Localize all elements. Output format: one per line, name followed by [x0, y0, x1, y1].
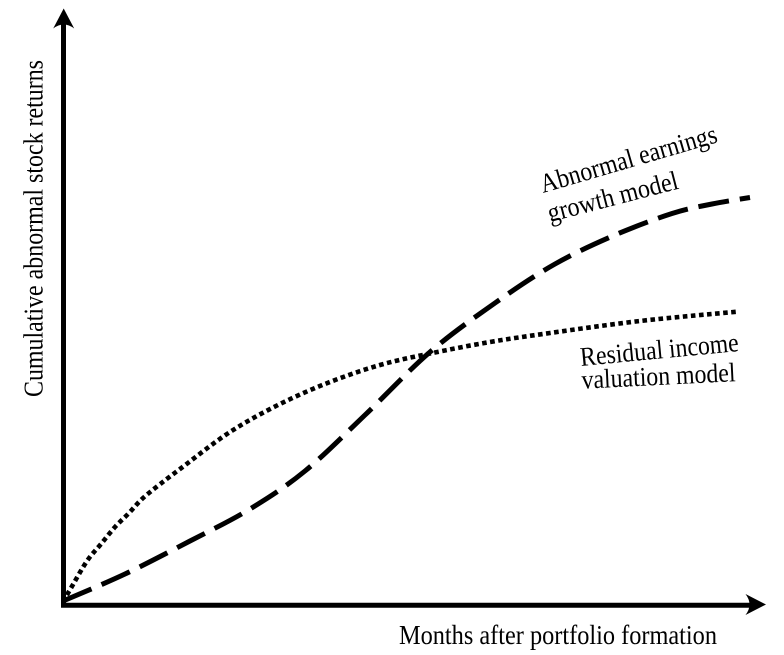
svg-text:Cumulative abnormal stock retu: Cumulative abnormal stock returns: [19, 60, 49, 397]
svg-text:Months after portfolio formati: Months after portfolio formation: [399, 620, 717, 650]
